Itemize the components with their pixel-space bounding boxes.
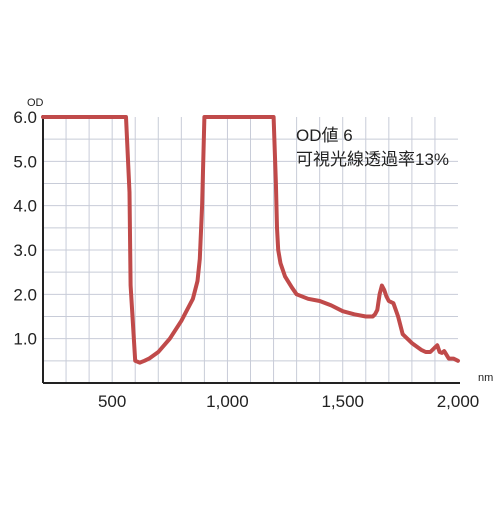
series-line — [41, 115, 460, 365]
x-axis-label: nm — [478, 372, 493, 384]
axes-layer — [42, 115, 460, 384]
labels-layer: OD nm OD値 6 可視光線透過率13% 1.0 2.0 3.0 4.0 5.0 6.… — [13, 97, 493, 411]
x-tick-label: 2,000 — [437, 392, 480, 411]
grid-layer — [43, 117, 458, 383]
series-layer — [41, 115, 460, 365]
y-tick-label: 2.0 — [13, 285, 37, 304]
y-tick-label: 6.0 — [13, 108, 37, 127]
y-tick-label: 4.0 — [13, 197, 37, 216]
annotation-od-value: OD値 6 — [296, 126, 353, 145]
y-tick-label: 5.0 — [13, 152, 37, 171]
y-tick-label: 1.0 — [13, 330, 37, 349]
x-tick-label: 1,000 — [206, 392, 249, 411]
y-tick-label: 3.0 — [13, 241, 37, 260]
y-axis-label: OD — [27, 97, 44, 109]
x-tick-label: 1,500 — [321, 392, 364, 411]
annotation-visible-transmittance: 可視光線透過率13% — [296, 150, 449, 169]
x-tick-label: 500 — [98, 392, 126, 411]
